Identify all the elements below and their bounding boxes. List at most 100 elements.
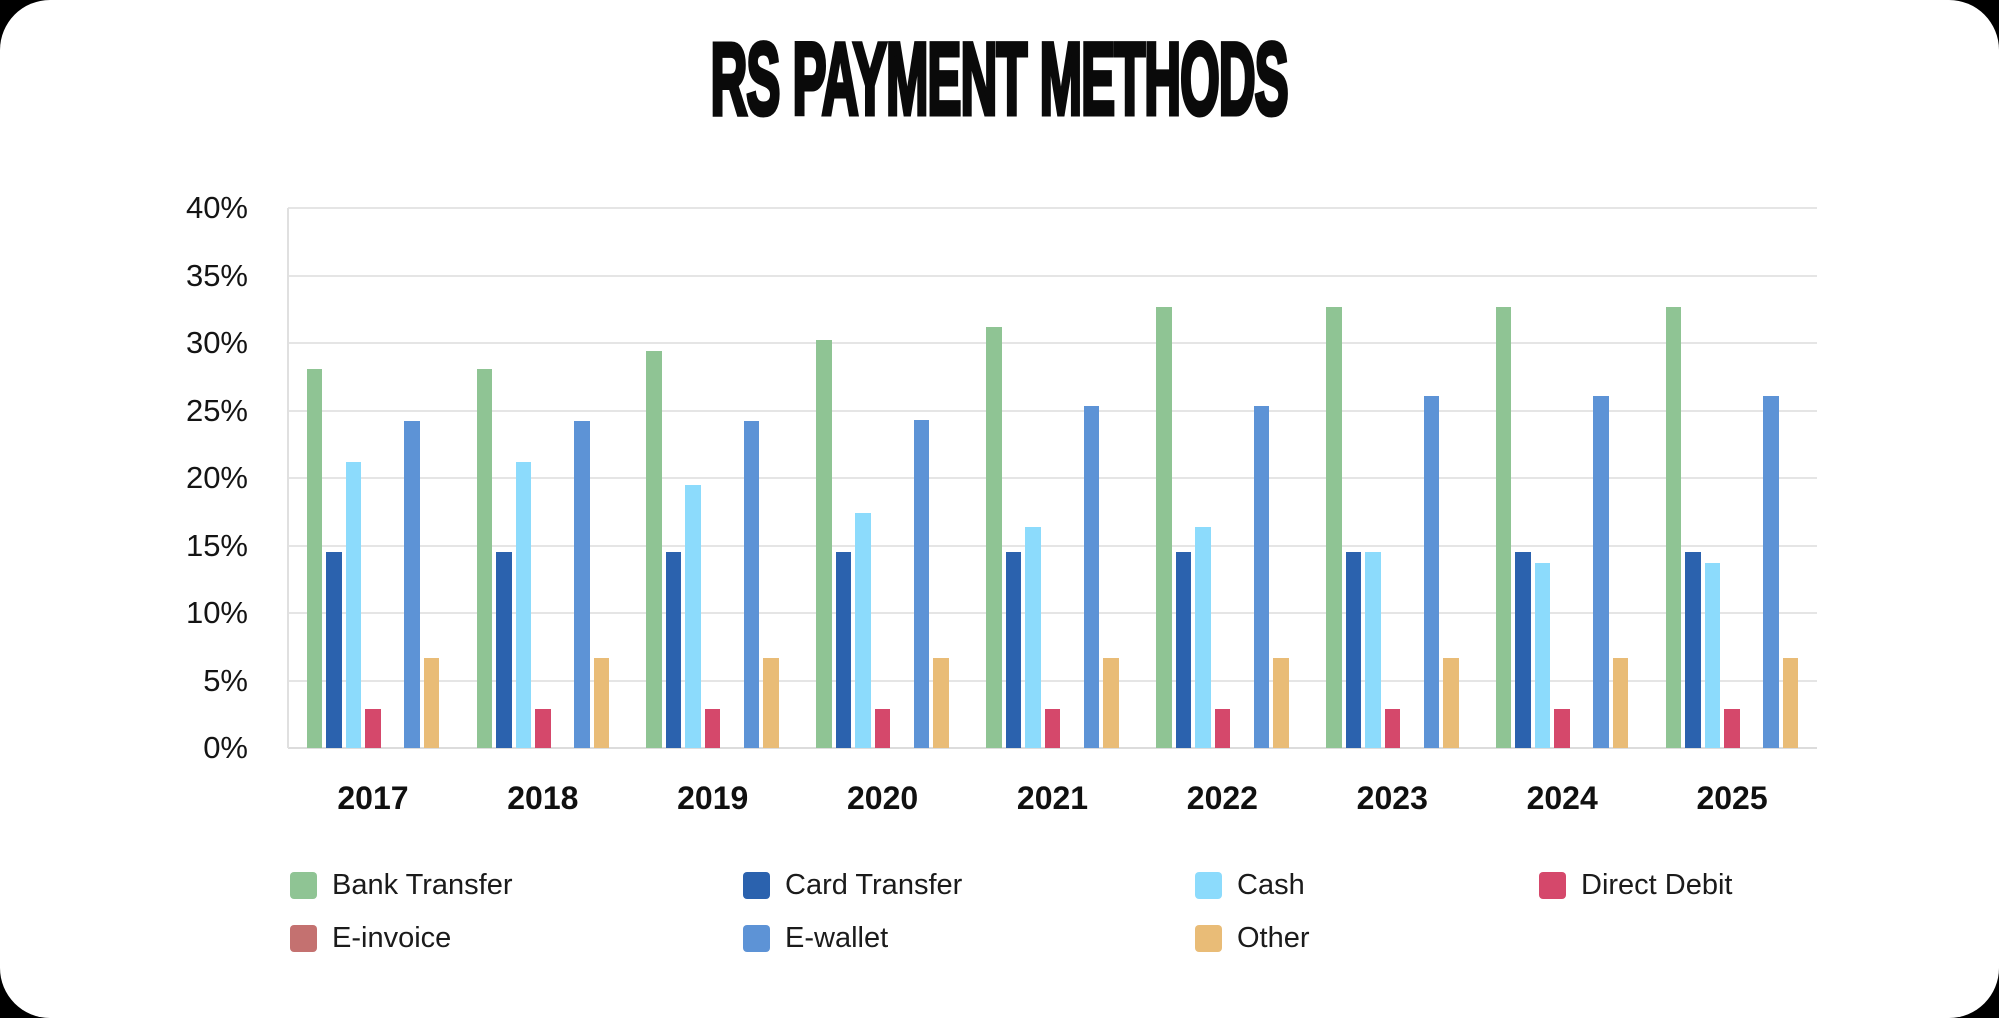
gridline-40 — [288, 207, 1817, 209]
bar-other-2019 — [763, 657, 779, 748]
gridline-10 — [288, 612, 1817, 614]
bar-group-2019 — [628, 208, 798, 748]
legend-label-other: Other — [1237, 921, 1310, 954]
x-axis-label-2025: 2025 — [1696, 780, 1768, 816]
x-axis-label-2022: 2022 — [1186, 780, 1258, 816]
gridline-0 — [288, 747, 1817, 749]
legend-item-other[interactable]: Other — [1195, 921, 1310, 955]
bar-other-2021 — [1103, 657, 1119, 748]
bar-other-2020 — [933, 657, 949, 748]
bar-bank-transfer-2021 — [986, 326, 1002, 748]
legend-label-cash: Cash — [1237, 868, 1305, 901]
legend-swatch-other — [1195, 924, 1222, 952]
legend-item-e-wallet[interactable]: E-wallet — [743, 921, 888, 955]
bar-group-2025 — [1647, 208, 1817, 748]
legend-swatch-card-transfer — [743, 871, 770, 899]
y-axis-label-40: 40% — [185, 190, 248, 225]
bar-other-2018 — [593, 657, 610, 748]
bar-bank-transfer-2017 — [306, 368, 323, 748]
bar-cash-2024 — [1534, 563, 1551, 748]
bar-group-2021 — [968, 208, 1138, 748]
bar-card-transfer-2017 — [326, 552, 342, 748]
bar-cash-2021 — [1025, 526, 1041, 748]
y-axis-label-20: 20% — [185, 460, 248, 495]
gridline-15 — [288, 544, 1817, 547]
y-axis-label-15: 15% — [185, 527, 248, 563]
bar-cash-2020 — [855, 513, 871, 748]
bar-group-2022 — [1137, 208, 1307, 748]
bar-other-2022 — [1273, 657, 1289, 748]
legend-item-bank-transfer[interactable]: Bank Transfer — [290, 868, 513, 902]
chart-title: RS PAYMENT METHODS — [710, 22, 1291, 136]
y-axis-line — [287, 208, 289, 748]
x-axis-label-2018: 2018 — [507, 780, 579, 816]
legend-label-direct-debit: Direct Debit — [1581, 868, 1733, 901]
x-axis-label-2021: 2021 — [1016, 780, 1089, 816]
bar-e-wallet-2018 — [574, 421, 590, 748]
bar-group-2017 — [288, 208, 458, 748]
gridline-5 — [288, 679, 1817, 682]
bar-card-transfer-2022 — [1175, 552, 1192, 748]
bar-group-2023 — [1307, 208, 1477, 748]
bar-bank-transfer-2023 — [1326, 306, 1342, 748]
y-axis-label-25: 25% — [185, 392, 248, 428]
bar-group-2024 — [1477, 208, 1647, 748]
bar-card-transfer-2018 — [496, 552, 512, 748]
y-axis-label-30: 30% — [185, 325, 248, 360]
bar-direct-debit-2018 — [535, 708, 551, 748]
gridline-30 — [288, 342, 1817, 344]
bar-e-wallet-2025 — [1763, 395, 1779, 748]
bar-cash-2017 — [345, 461, 362, 748]
x-axis-label-2024: 2024 — [1526, 780, 1598, 816]
bar-e-wallet-2022 — [1253, 406, 1270, 748]
bar-e-wallet-2017 — [404, 421, 420, 748]
y-axis-label-5: 5% — [203, 662, 248, 698]
bar-e-wallet-2024 — [1593, 395, 1609, 748]
gridline-25 — [288, 409, 1817, 412]
bar-card-transfer-2020 — [835, 552, 852, 748]
bar-direct-debit-2024 — [1554, 708, 1570, 748]
bar-other-2025 — [1782, 657, 1799, 748]
legend-swatch-e-invoice — [290, 924, 317, 952]
bar-bank-transfer-2022 — [1156, 306, 1172, 748]
y-axis-label-35: 35% — [185, 257, 248, 293]
bar-group-2018 — [458, 208, 628, 748]
bar-cash-2019 — [685, 484, 701, 748]
plot-area: 40% 35% 30% 25% 20% 15% 10% 5% 0% 2017 2018 2019 202… — [186, 190, 1817, 816]
bar-bank-transfer-2024 — [1495, 306, 1512, 748]
bar-card-transfer-2025 — [1685, 552, 1701, 748]
legend-swatch-direct-debit — [1539, 871, 1566, 899]
bar-bank-transfer-2018 — [476, 368, 493, 748]
bar-direct-debit-2019 — [704, 708, 721, 748]
bar-other-2017 — [423, 657, 440, 748]
bar-card-transfer-2019 — [665, 552, 682, 748]
legend-item-cash[interactable]: Cash — [1195, 868, 1305, 902]
legend-swatch-cash — [1195, 871, 1222, 899]
legend-item-direct-debit[interactable]: Direct Debit — [1539, 868, 1733, 902]
legend-item-card-transfer[interactable]: Card Transfer — [743, 868, 962, 902]
legend-label-e-wallet: E-wallet — [785, 921, 889, 954]
bar-direct-debit-2021 — [1044, 708, 1061, 748]
legend-swatch-e-wallet — [743, 924, 770, 952]
bar-direct-debit-2022 — [1214, 708, 1231, 748]
x-axis-label-2020: 2020 — [847, 780, 919, 816]
legend-label-card-transfer: Card Transfer — [785, 868, 963, 901]
bar-other-2024 — [1612, 657, 1629, 748]
bar-e-wallet-2021 — [1083, 406, 1100, 748]
bar-card-transfer-2024 — [1515, 552, 1531, 748]
bar-cash-2025 — [1704, 563, 1721, 748]
x-axis-label-2017: 2017 — [337, 780, 409, 816]
bar-direct-debit-2020 — [874, 708, 891, 748]
legend-item-e-invoice[interactable]: E-invoice — [290, 921, 451, 955]
bar-direct-debit-2017 — [365, 708, 381, 748]
bar-group-2020 — [798, 208, 968, 748]
bar-e-wallet-2020 — [913, 419, 930, 748]
bar-cash-2022 — [1195, 526, 1211, 748]
bar-bank-transfer-2025 — [1665, 306, 1682, 748]
chart-title-wrap: RS PAYMENT METHODS — [0, 22, 1999, 136]
bar-direct-debit-2025 — [1724, 708, 1740, 748]
bar-bank-transfer-2020 — [816, 340, 832, 748]
bar-direct-debit-2023 — [1384, 708, 1401, 748]
legend-label-e-invoice: E-invoice — [332, 921, 452, 954]
